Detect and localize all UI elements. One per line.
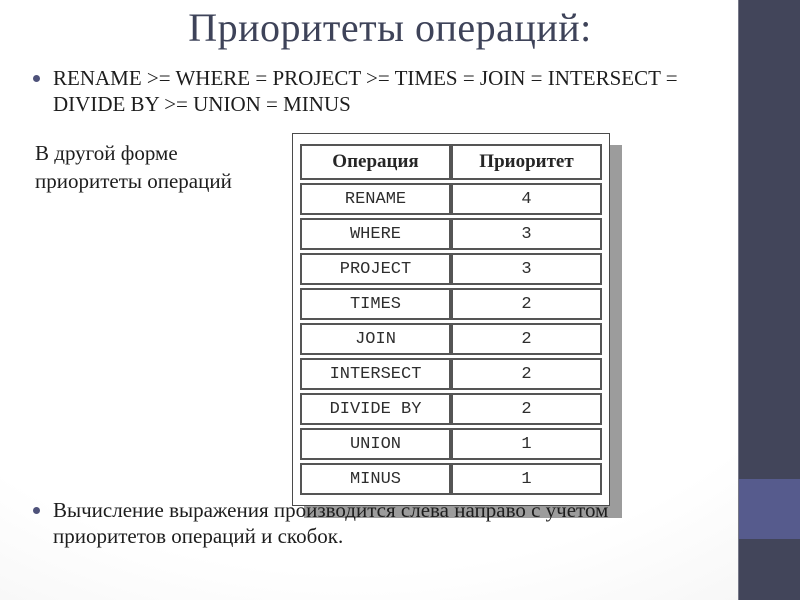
operation-cell: JOIN [300,323,451,355]
table-row: TIMES 2 [300,288,602,320]
table-header-row: Операция Приоритет [300,144,602,180]
table-row: DIVIDE BY 2 [300,393,602,425]
operation-cell: TIMES [300,288,451,320]
table-row: UNION 1 [300,428,602,460]
operation-cell: WHERE [300,218,451,250]
priority-cell: 3 [451,218,602,250]
operation-cell: MINUS [300,463,451,495]
bullet-item-evaluation: Вычисление выражения производится слева … [33,498,723,549]
table-row: RENAME 4 [300,183,602,215]
priority-cell: 2 [451,358,602,390]
table-row: INTERSECT 2 [300,358,602,390]
bullet-icon [33,75,40,82]
priority-table-head: Операция Приоритет [300,144,602,180]
table-row: MINUS 1 [300,463,602,495]
priority-cell: 2 [451,393,602,425]
operation-cell: RENAME [300,183,451,215]
sidebar-accent-square [739,479,800,539]
bullet-text: Вычисление выражения производится слева … [53,498,609,548]
table-row: PROJECT 3 [300,253,602,285]
slide-title: Приоритеты операций: [188,5,592,50]
column-header-operation: Операция [300,144,451,180]
priority-cell: 1 [451,428,602,460]
table-row: WHERE 3 [300,218,602,250]
priority-table-body: RENAME 4 WHERE 3 PROJECT 3 TIMES 2 JOIN [300,183,602,495]
priority-cell: 3 [451,253,602,285]
priority-table-figure: Операция Приоритет RENAME 4 WHERE 3 PROJ… [292,133,610,506]
operation-cell: PROJECT [300,253,451,285]
operation-cell: DIVIDE BY [300,393,451,425]
priority-cell: 1 [451,463,602,495]
operation-cell: UNION [300,428,451,460]
priority-cell: 2 [451,288,602,320]
operation-cell: INTERSECT [300,358,451,390]
priority-cell: 4 [451,183,602,215]
right-sidebar [738,0,800,600]
priority-table: Операция Приоритет RENAME 4 WHERE 3 PROJ… [300,141,602,498]
bullet-item-priority-chain: RENAME >= WHERE = PROJECT >= TIMES = JOI… [33,66,723,117]
bullet-text: RENAME >= WHERE = PROJECT >= TIMES = JOI… [53,66,678,116]
table-row: JOIN 2 [300,323,602,355]
note-text: В другой форме приоритеты операций [35,141,232,193]
bullet-icon [33,507,40,514]
column-header-priority: Приоритет [451,144,602,180]
priority-cell: 2 [451,323,602,355]
